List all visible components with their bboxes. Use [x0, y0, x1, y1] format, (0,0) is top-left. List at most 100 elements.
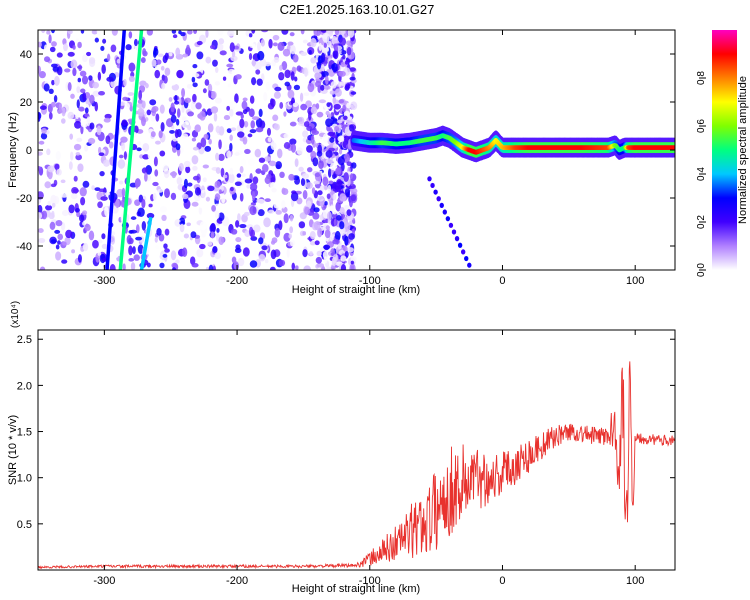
spectrogram-signal-track [350, 125, 675, 163]
noise-blob [159, 104, 165, 114]
descending-branch-blob [433, 189, 438, 195]
noise-blob [253, 251, 259, 257]
noise-blob [239, 224, 247, 229]
noise-blob [286, 248, 290, 258]
noise-blob [220, 167, 225, 178]
noise-blob [234, 93, 239, 104]
noise-blob [174, 100, 180, 105]
noise-blob [99, 171, 105, 177]
noise-blob [289, 32, 295, 37]
noise-blob [344, 204, 350, 210]
noise-blob [123, 151, 128, 160]
noise-blob [139, 80, 147, 86]
noise-blob [268, 209, 275, 214]
noise-blob [80, 30, 85, 34]
noise-blob [141, 198, 146, 209]
noise-blob [252, 206, 257, 214]
noise-blob [270, 98, 276, 108]
noise-blob [324, 201, 328, 206]
noise-blob [159, 254, 164, 260]
noise-blob [41, 30, 46, 34]
noise-blob [275, 210, 282, 215]
noise-blob [261, 245, 268, 251]
noise-blob [157, 189, 164, 193]
spectrogram-x-tick-label: -200 [226, 275, 248, 287]
noise-blob [248, 33, 253, 38]
noise-blob [82, 221, 86, 226]
noise-blob [340, 61, 346, 68]
noise-blob [261, 163, 269, 173]
noise-blob [237, 131, 245, 138]
noise-blob [326, 40, 332, 48]
noise-blob [346, 209, 352, 216]
noise-blob [248, 108, 255, 118]
noise-blob [230, 228, 238, 235]
noise-blob [133, 38, 138, 47]
noise-blob [337, 135, 345, 142]
noise-blob [144, 83, 149, 89]
noise-blob [207, 185, 215, 192]
noise-blob [194, 124, 201, 133]
noise-blob [192, 64, 198, 69]
noise-blob [326, 193, 331, 200]
noise-blob [260, 39, 266, 47]
noise-blob [171, 83, 180, 91]
noise-blob [191, 137, 197, 142]
noise-blob [74, 120, 82, 129]
snr-series [38, 361, 675, 570]
noise-blob [310, 134, 315, 145]
noise-blob [104, 113, 112, 119]
noise-blob [337, 156, 345, 166]
noise-blob [317, 144, 323, 154]
noise-blob [146, 212, 155, 219]
noise-blob [330, 30, 334, 33]
descending-branch-blob [448, 222, 454, 228]
noise-blob [298, 221, 306, 229]
noise-blob [312, 212, 320, 220]
noise-blob [249, 95, 255, 104]
slanted-streak [118, 30, 144, 270]
colorbar-tick-label: 0.6 [696, 119, 707, 133]
noise-blob [51, 210, 55, 218]
snr-x-axis-label: Height of straight line (km) [292, 583, 420, 595]
noise-blob [239, 118, 245, 129]
noise-blob [311, 187, 316, 195]
noise-blob [101, 64, 106, 74]
noise-blob [279, 101, 284, 109]
noise-blob [326, 211, 332, 221]
noise-blob [102, 38, 107, 44]
noise-blob [156, 59, 162, 65]
noise-blob [191, 262, 199, 268]
noise-blob [249, 182, 258, 192]
noise-blob [210, 91, 217, 99]
noise-blob [333, 103, 341, 110]
noise-blob [322, 250, 329, 259]
noise-blob [102, 258, 107, 262]
colorbar-tick-label: 0.8 [696, 71, 707, 85]
noise-blob [80, 124, 84, 135]
noise-blob [92, 239, 99, 249]
noise-blob [185, 166, 191, 174]
noise-blob [105, 135, 111, 145]
colorbar-tick-label: 0.2 [696, 215, 707, 229]
noise-blob [187, 182, 193, 187]
noise-blob [79, 70, 87, 77]
noise-blob [235, 67, 241, 73]
noise-blob [72, 67, 77, 77]
noise-blob [46, 148, 51, 156]
noise-blob [40, 121, 46, 125]
noise-blob [212, 59, 218, 67]
noise-blob [38, 65, 42, 74]
noise-blob [325, 75, 329, 85]
noise-blob [255, 69, 261, 75]
noise-blob [148, 203, 153, 208]
noise-blob [131, 43, 135, 51]
noise-blob [340, 89, 347, 99]
noise-blob [304, 206, 310, 215]
snr-y-tick-label: 2.0 [17, 380, 32, 392]
noise-blob [283, 133, 289, 139]
noise-blob [55, 219, 63, 227]
noise-blob [308, 50, 312, 55]
noise-blob [324, 85, 331, 90]
snr-y-multiplier: (x10⁴) [10, 301, 21, 328]
